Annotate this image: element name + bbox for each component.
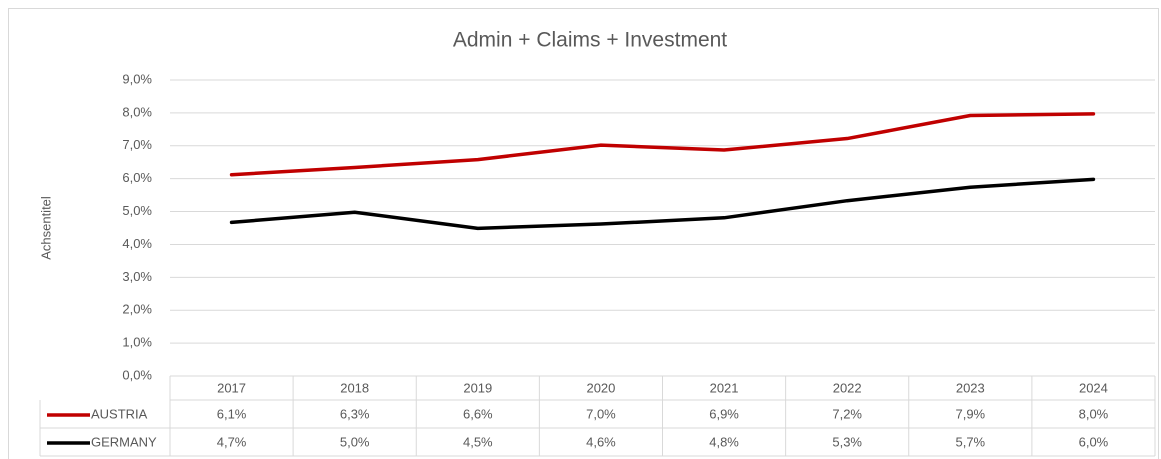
x-tick-label: 2019 bbox=[463, 380, 492, 395]
x-tick-label: 2017 bbox=[217, 380, 246, 395]
series-line bbox=[229, 177, 1096, 231]
x-tick-label: 2018 bbox=[340, 380, 369, 395]
chart-title: Admin + Claims + Investment bbox=[453, 29, 727, 52]
data-label: 4,7% bbox=[217, 434, 247, 449]
data-label: 6,1% bbox=[217, 406, 247, 421]
y-tick-label: 9,0% bbox=[122, 71, 152, 86]
data-label: 5,0% bbox=[340, 434, 370, 449]
y-tick-label: 6,0% bbox=[122, 170, 152, 185]
data-label: 6,3% bbox=[340, 406, 370, 421]
legend-label: AUSTRIA bbox=[91, 406, 148, 421]
data-label: 7,0% bbox=[586, 406, 616, 421]
data-label: 6,6% bbox=[463, 406, 493, 421]
y-tick-label: 4,0% bbox=[122, 236, 152, 251]
y-tick-label: 1,0% bbox=[122, 335, 152, 350]
x-tick-label: 2024 bbox=[1079, 380, 1108, 395]
x-tick-label: 2020 bbox=[586, 380, 615, 395]
data-label: 7,9% bbox=[955, 406, 985, 421]
data-label: 6,9% bbox=[709, 406, 739, 421]
y-tick-label: 2,0% bbox=[122, 302, 152, 317]
y-tick-label: 3,0% bbox=[122, 269, 152, 284]
series-line bbox=[229, 112, 1096, 177]
data-label: 5,3% bbox=[832, 434, 862, 449]
data-label: 5,7% bbox=[955, 434, 985, 449]
x-tick-label: 2022 bbox=[833, 380, 862, 395]
y-tick-label: 8,0% bbox=[122, 104, 152, 119]
data-label: 8,0% bbox=[1079, 406, 1109, 421]
y-tick-label: 0,0% bbox=[122, 367, 152, 382]
data-label: 4,5% bbox=[463, 434, 493, 449]
data-label: 6,0% bbox=[1079, 434, 1109, 449]
y-tick-label: 5,0% bbox=[122, 203, 152, 218]
x-tick-label: 2023 bbox=[956, 380, 985, 395]
data-label: 7,2% bbox=[832, 406, 862, 421]
y-axis-label: Achsentitel bbox=[38, 196, 53, 260]
legend-label: GERMANY bbox=[91, 434, 157, 449]
data-label: 4,8% bbox=[709, 434, 739, 449]
y-tick-label: 7,0% bbox=[122, 137, 152, 152]
data-label: 4,6% bbox=[586, 434, 616, 449]
chart-border bbox=[8, 8, 1159, 459]
x-tick-label: 2021 bbox=[710, 380, 739, 395]
